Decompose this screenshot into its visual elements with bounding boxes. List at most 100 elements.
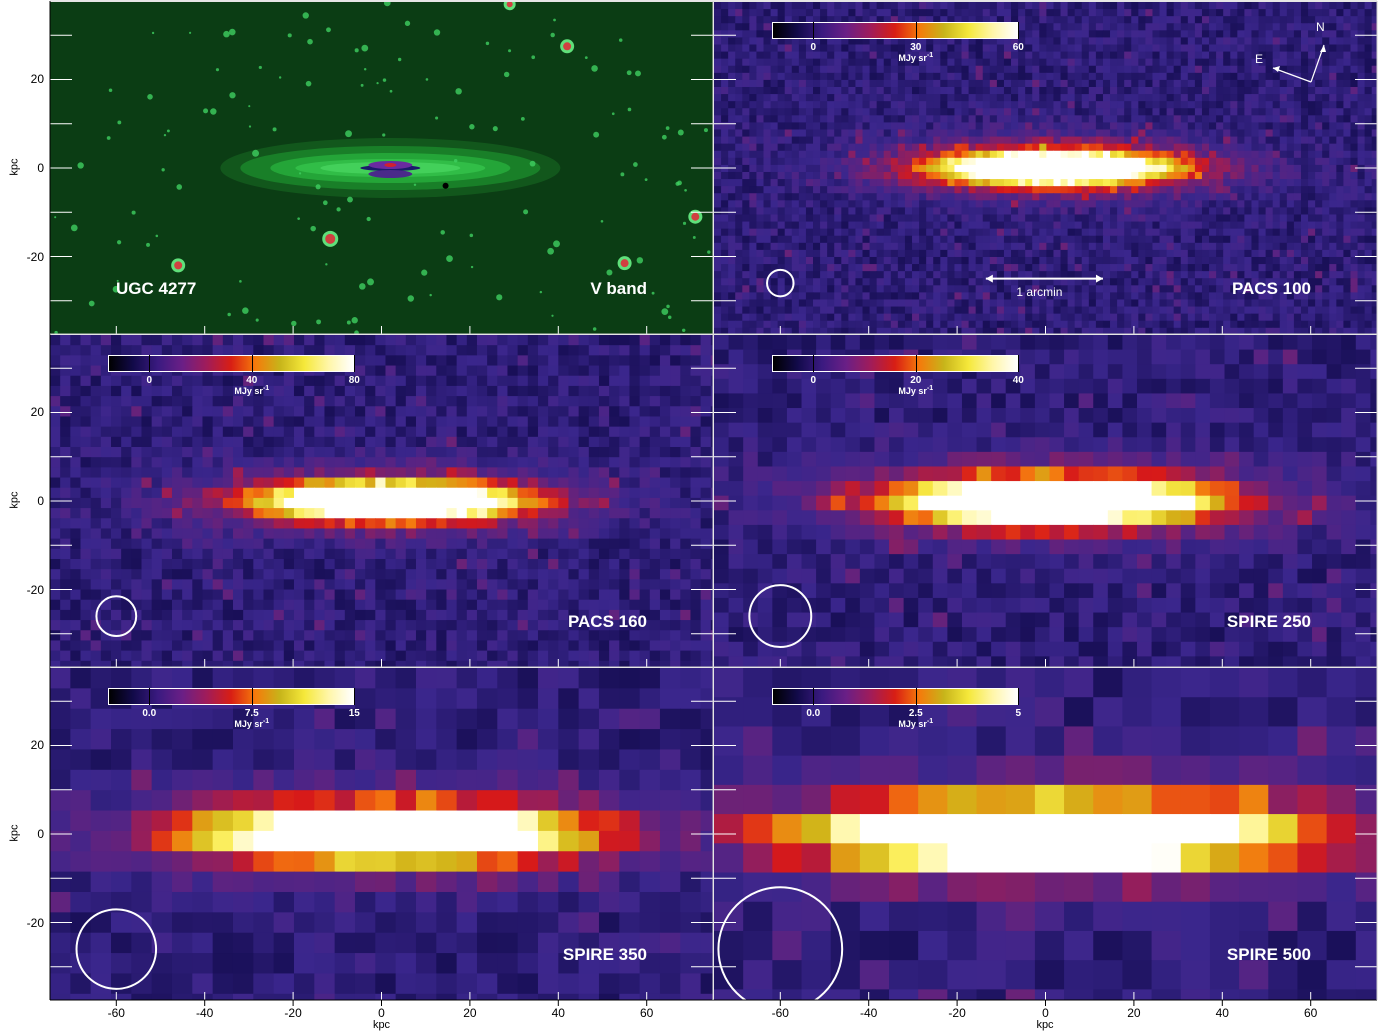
map-pixel [876,320,885,329]
map-pixel [1244,214,1253,223]
map-pixel [1258,2,1267,10]
map-pixel [876,9,885,17]
map-pixel [798,157,807,166]
map-pixel [961,264,970,272]
map-pixel [770,207,779,216]
map-pixel [904,292,913,301]
map-pixel [1223,86,1231,95]
map-pixel [770,101,779,109]
map-pixel [1067,249,1076,258]
map-pixel [989,271,998,279]
map-pixel [1209,157,1217,166]
map-pixel [1088,221,1097,230]
map-pixel [1308,271,1316,279]
map-pixel [996,278,1005,286]
map-pixel [304,375,315,387]
map-pixel [1166,30,1175,39]
map-pixel [1095,221,1104,230]
map-pixel [1343,242,1352,251]
map-pixel [1166,228,1175,237]
map-pixel [1003,200,1012,208]
map-pixel [1293,214,1302,223]
map-pixel [1223,207,1231,216]
map-pixel [820,37,828,46]
map-pixel [1293,122,1302,131]
map-pixel [1088,65,1097,74]
bright-star-core [620,259,629,268]
map-pixel [855,299,864,308]
map-pixel [982,235,991,244]
colorbar: 0 30 60 MJy sr-1 [772,22,1024,67]
map-pixel [1201,79,1210,88]
map-pixel [1343,122,1352,131]
map-pixel [820,16,828,24]
map-pixel [862,171,871,180]
map-pixel [1173,242,1182,251]
map-pixel [756,264,765,272]
map-pixel [507,355,519,367]
map-pixel [919,200,927,208]
map-pixel [1336,37,1345,46]
map-pixel [1117,157,1125,166]
map-pixel [1011,136,1019,145]
map-pixel [1053,164,1062,173]
map-pixel [1223,44,1231,53]
map-pixel [855,285,864,293]
map-pixel [1315,101,1323,109]
map-pixel [954,299,963,308]
map-pixel [1329,164,1337,173]
map-pixel [1343,2,1352,10]
map-pixel [926,271,934,279]
star [667,315,672,320]
map-pixel [1067,122,1076,131]
map-pixel [527,355,539,367]
map-pixel [1293,327,1302,334]
map-pixel [756,108,765,116]
map-pixel [883,207,892,216]
map-pixel [1039,143,1047,152]
map-pixel [1194,256,1203,265]
map-pixel [1265,2,1274,10]
map-pixel [1357,256,1366,265]
map-pixel [1300,292,1309,301]
map-pixel [1209,51,1217,60]
map-pixel [926,136,934,145]
map-pixel [1286,101,1295,109]
map-pixel [926,171,934,180]
map-pixel [1173,264,1182,272]
map-pixel [805,65,814,74]
map-pixel [968,9,977,17]
map-pixel [1265,214,1274,223]
map-pixel [982,313,991,322]
map-pixel [777,299,786,308]
map-pixel [714,136,722,145]
map-pixel [883,51,892,60]
map-pixel [1265,264,1274,272]
map-pixel [714,193,722,201]
map-pixel [862,101,871,109]
map-pixel [805,150,814,159]
map-pixel [90,385,102,397]
star [376,81,379,85]
map-pixel [714,44,722,53]
map-pixel [1039,256,1047,265]
map-pixel [1159,285,1168,293]
map-pixel [989,235,998,244]
map-pixel [940,242,948,251]
map-pixel [784,278,793,286]
map-pixel [876,94,885,102]
star [278,76,282,79]
map-pixel [1336,115,1345,123]
map-pixel [1046,9,1055,17]
map-pixel [890,136,899,145]
map-pixel [1364,150,1373,159]
map-pixel [1343,16,1352,24]
map-pixel [961,115,970,123]
map-pixel [940,186,948,194]
map-pixel [1011,264,1019,272]
map-pixel [968,299,977,308]
map-pixel [968,44,977,53]
map-pixel [1300,9,1309,17]
map-pixel [1173,16,1182,24]
map-pixel [283,375,295,387]
